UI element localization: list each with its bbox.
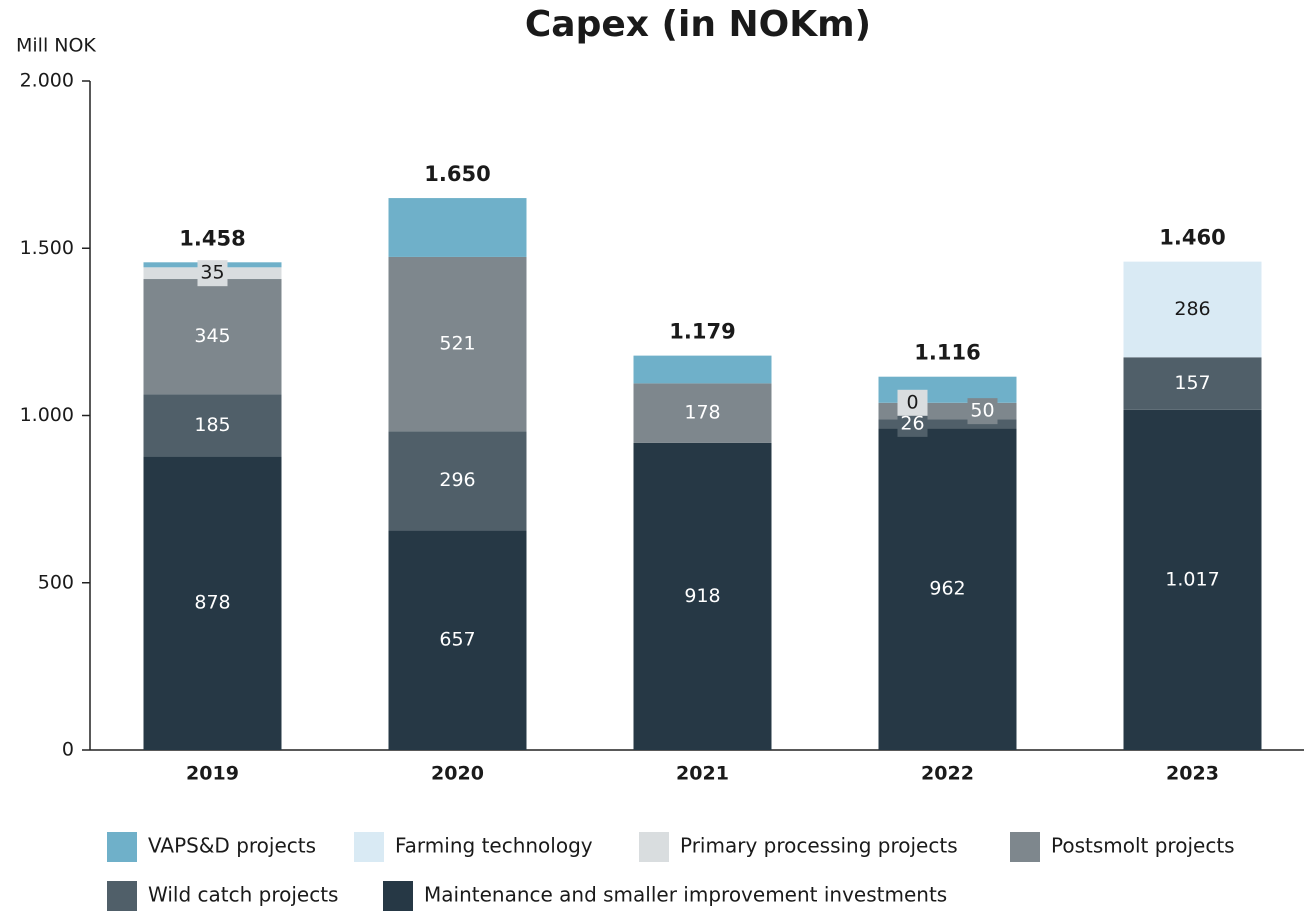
x-tick-label: 2021 — [676, 763, 729, 785]
value-label: 1.017 — [1165, 568, 1219, 590]
value-label: 0 — [906, 391, 918, 413]
y-axis-label: Mill NOK — [16, 35, 96, 57]
bar-segment — [633, 383, 772, 443]
x-tick-label: 2022 — [921, 763, 974, 785]
legend-swatch — [639, 832, 669, 862]
y-tick-label: 2.000 — [20, 70, 74, 92]
bar-segment — [388, 256, 527, 432]
value-label: 185 — [194, 414, 230, 436]
y-tick-label: 0 — [62, 739, 74, 761]
bar-segment — [633, 355, 772, 384]
bar-segment — [143, 394, 282, 457]
value-label: 178 — [684, 402, 720, 424]
bar-segment — [388, 198, 527, 257]
value-label: 26 — [900, 412, 924, 434]
chart-title: Capex (in NOKm) — [525, 4, 871, 45]
legend-label: Maintenance and smaller improvement inve… — [424, 883, 947, 907]
legend-label: Wild catch projects — [148, 883, 338, 907]
x-tick-label: 2019 — [186, 763, 239, 785]
legend-label: Farming technology — [395, 834, 593, 858]
value-label: 50 — [970, 400, 994, 422]
legend-swatch — [354, 832, 384, 862]
y-tick-label: 1.000 — [20, 404, 74, 426]
label-box — [897, 389, 928, 416]
total-label: 1.650 — [424, 162, 490, 186]
bar-segment — [143, 456, 282, 750]
value-label: 286 — [1174, 298, 1210, 320]
bar-segment — [1123, 357, 1262, 410]
total-label: 1.179 — [669, 320, 735, 344]
value-label: 345 — [194, 325, 230, 347]
y-tick-label: 500 — [38, 571, 74, 593]
bar-segment — [878, 428, 1017, 750]
value-label: 157 — [1174, 372, 1210, 394]
value-label: 521 — [439, 333, 475, 355]
legend-swatch — [383, 881, 413, 911]
legend-label: VAPS&D projects — [148, 834, 316, 858]
total-label: 1.116 — [914, 341, 980, 365]
bar-segment — [388, 530, 527, 750]
value-label: 296 — [439, 469, 475, 491]
legend-swatch — [107, 832, 137, 862]
bar-segment — [878, 419, 1017, 429]
legend-label: Postsmolt projects — [1051, 834, 1235, 858]
value-label: 962 — [929, 578, 965, 600]
value-label: 878 — [194, 592, 230, 614]
value-label: 35 — [200, 262, 224, 284]
total-label: 1.458 — [179, 226, 245, 250]
total-label: 1.460 — [1159, 226, 1225, 250]
x-tick-label: 2023 — [1166, 763, 1219, 785]
legend-swatch — [1010, 832, 1040, 862]
bar-segment — [143, 279, 282, 395]
bar-segment — [633, 442, 772, 750]
x-tick-label: 2020 — [431, 763, 484, 785]
legend-swatch — [107, 881, 137, 911]
bar-segment — [1123, 409, 1262, 750]
bar-segment — [1123, 261, 1262, 358]
bar-segment — [388, 431, 527, 531]
label-box — [197, 260, 228, 287]
y-tick-label: 1.500 — [20, 237, 74, 259]
value-label: 657 — [439, 629, 475, 651]
value-label: 918 — [684, 585, 720, 607]
label-box — [967, 398, 998, 425]
legend-label: Primary processing projects — [680, 834, 958, 858]
